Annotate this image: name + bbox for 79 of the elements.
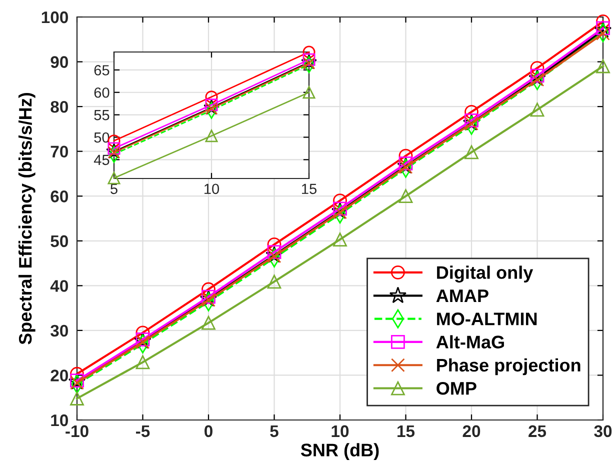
point xyxy=(202,293,216,307)
legend-label: MO-ALTMIN xyxy=(437,312,537,326)
point xyxy=(205,102,218,115)
x-tick-label: 15 xyxy=(398,425,415,438)
point xyxy=(302,46,316,58)
point xyxy=(205,98,218,112)
x-tick-label: 25 xyxy=(528,425,546,438)
point xyxy=(202,282,216,296)
point xyxy=(302,86,316,99)
point xyxy=(108,172,120,184)
point xyxy=(398,156,413,170)
y-tick-label: 100 xyxy=(42,11,68,24)
point xyxy=(267,274,282,289)
x-axis-title: SNR (dB) xyxy=(300,443,379,460)
x-tick-label: -10 xyxy=(66,425,88,438)
y-tick-label: 50 xyxy=(50,235,68,248)
point xyxy=(205,130,218,142)
x-tick-label: -5 xyxy=(136,425,150,438)
point xyxy=(267,249,282,264)
x-tick-label: 20 xyxy=(462,425,480,438)
point xyxy=(464,104,478,119)
x-tick-label: 10 xyxy=(204,184,220,194)
point xyxy=(108,146,120,159)
point xyxy=(398,160,413,174)
point xyxy=(205,90,218,104)
point xyxy=(136,335,150,350)
y-tick-label: 30 xyxy=(50,324,68,337)
point xyxy=(333,194,347,208)
point xyxy=(266,246,283,263)
legend-label: OMP xyxy=(436,382,476,395)
point xyxy=(528,69,546,86)
point xyxy=(530,61,544,75)
y-tick-label: 10 xyxy=(51,414,68,426)
y-tick-label: 70 xyxy=(50,146,68,158)
x-tick-label: 5 xyxy=(270,425,278,438)
x-tick-label: 30 xyxy=(594,425,612,438)
y-tick-label: 65 xyxy=(94,65,110,76)
legend-label: AMAP xyxy=(436,290,488,302)
legend-label: Phase projection xyxy=(437,358,580,376)
point xyxy=(596,26,610,41)
point xyxy=(333,205,347,220)
y-tick-label: 60 xyxy=(94,87,110,98)
y-tick-label: 50 xyxy=(94,132,110,143)
legend-label: Alt-MaG xyxy=(436,335,504,348)
point xyxy=(464,145,478,160)
point xyxy=(70,392,84,406)
point xyxy=(398,189,413,204)
y-tick-label: 40 xyxy=(50,280,68,292)
x-tick-label: 5 xyxy=(110,184,118,194)
point xyxy=(530,68,544,83)
x-tick-label: 0 xyxy=(204,425,212,438)
point xyxy=(596,14,610,28)
y-tick-label: 55 xyxy=(94,110,110,120)
y-tick-label: 90 xyxy=(50,56,68,68)
point xyxy=(136,355,150,370)
point xyxy=(267,238,282,252)
point xyxy=(333,202,347,216)
point xyxy=(398,148,413,163)
legend-label: Digital only xyxy=(437,266,534,283)
point xyxy=(202,316,216,330)
point xyxy=(530,102,544,117)
point xyxy=(204,99,220,114)
y-tick-label: 60 xyxy=(50,190,68,202)
point xyxy=(202,290,216,304)
point xyxy=(333,232,347,246)
y-tick-label: 20 xyxy=(50,370,68,382)
point xyxy=(267,245,282,260)
point xyxy=(302,56,316,70)
point xyxy=(301,54,317,70)
y-tick-label: 45 xyxy=(94,154,110,166)
point xyxy=(108,142,120,155)
point xyxy=(302,53,316,66)
point xyxy=(596,59,610,74)
point xyxy=(530,72,544,87)
y-tick-label: 80 xyxy=(50,100,68,113)
x-tick-label: 10 xyxy=(332,425,349,438)
x-tick-label: 15 xyxy=(302,184,316,194)
y-axis-title: Spectral Efficiency (bits/s/Hz) xyxy=(18,92,36,344)
point xyxy=(464,113,478,128)
